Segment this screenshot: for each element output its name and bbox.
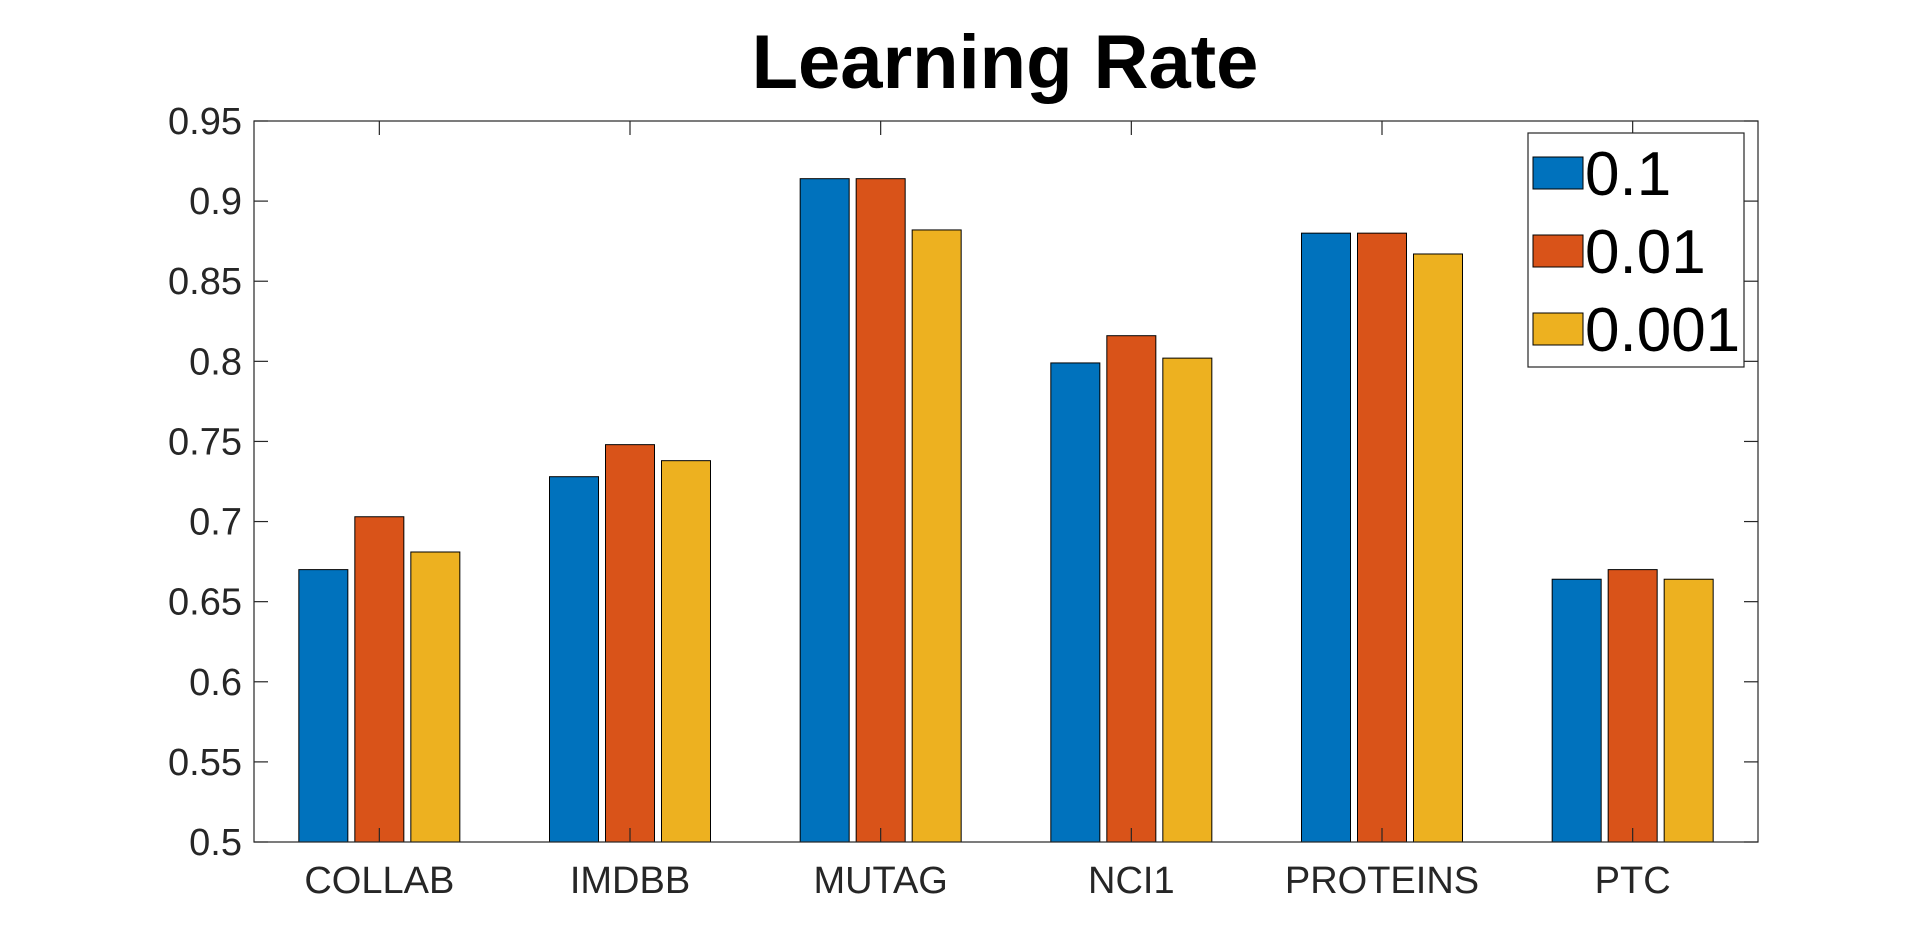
ytick-label: 0.85 — [168, 261, 242, 303]
bar-ptc-0.1 — [1551, 578, 1602, 843]
ytick-label: 0.95 — [168, 101, 242, 143]
bar-mutag-0.1 — [799, 178, 850, 843]
ytick-label: 0.6 — [189, 662, 242, 704]
legend: 0.1 0.01 0.001 — [1527, 132, 1745, 368]
xtick-label-imdbb: IMDBB — [570, 860, 690, 902]
xtick-label-ptc: PTC — [1595, 860, 1671, 902]
ytick-label: 0.9 — [189, 181, 242, 223]
legend-swatch-0.001 — [1532, 312, 1584, 346]
bars-layer — [298, 178, 1714, 843]
legend-label-0.01: 0.01 — [1585, 218, 1706, 287]
bar-proteins-0.001 — [1413, 253, 1463, 843]
xtick-label-nci1: NCI1 — [1088, 860, 1175, 902]
xtick-label-collab: COLLAB — [304, 860, 454, 902]
bar-nci1-0.1 — [1050, 362, 1101, 843]
bar-mutag-0.001 — [911, 229, 962, 843]
chart-title: Learning Rate — [752, 20, 1259, 105]
axes-layer: 0.5 0.55 0.6 0.65 0.7 0.75 0.8 0.85 0.9 0.95 COLLA… — [168, 101, 1759, 902]
axes-box — [253, 120, 1759, 843]
bar-imdbb-0.001 — [661, 460, 711, 843]
bar-collab-0.001 — [410, 551, 461, 843]
legend-swatch-0.1 — [1532, 156, 1584, 190]
bar-mutag-0.01 — [855, 178, 906, 843]
ytick-label: 0.75 — [168, 421, 242, 463]
bar-proteins-0.01 — [1357, 232, 1407, 843]
ytick-label: 0.55 — [168, 742, 242, 784]
bar-nci1-0.001 — [1162, 357, 1213, 843]
xtick-label-proteins: PROTEINS — [1285, 860, 1479, 902]
bar-proteins-0.1 — [1301, 232, 1351, 843]
bar-imdbb-0.01 — [605, 444, 655, 843]
xtick-label-mutag: MUTAG — [813, 860, 947, 902]
ytick-label: 0.8 — [189, 341, 242, 383]
ytick-label: 0.65 — [168, 582, 242, 624]
bar-collab-0.01 — [354, 516, 405, 843]
legend-label-0.1: 0.1 — [1585, 140, 1671, 209]
ytick-label: 0.5 — [189, 822, 242, 864]
bar-collab-0.1 — [298, 569, 349, 843]
legend-swatch-0.01 — [1532, 234, 1584, 268]
ytick-label: 0.7 — [189, 502, 242, 544]
bar-ptc-0.001 — [1663, 578, 1714, 843]
bar-imdbb-0.1 — [549, 476, 599, 843]
bar-ptc-0.01 — [1607, 569, 1658, 843]
bar-nci1-0.01 — [1106, 335, 1157, 843]
legend-label-0.001: 0.001 — [1585, 296, 1740, 365]
